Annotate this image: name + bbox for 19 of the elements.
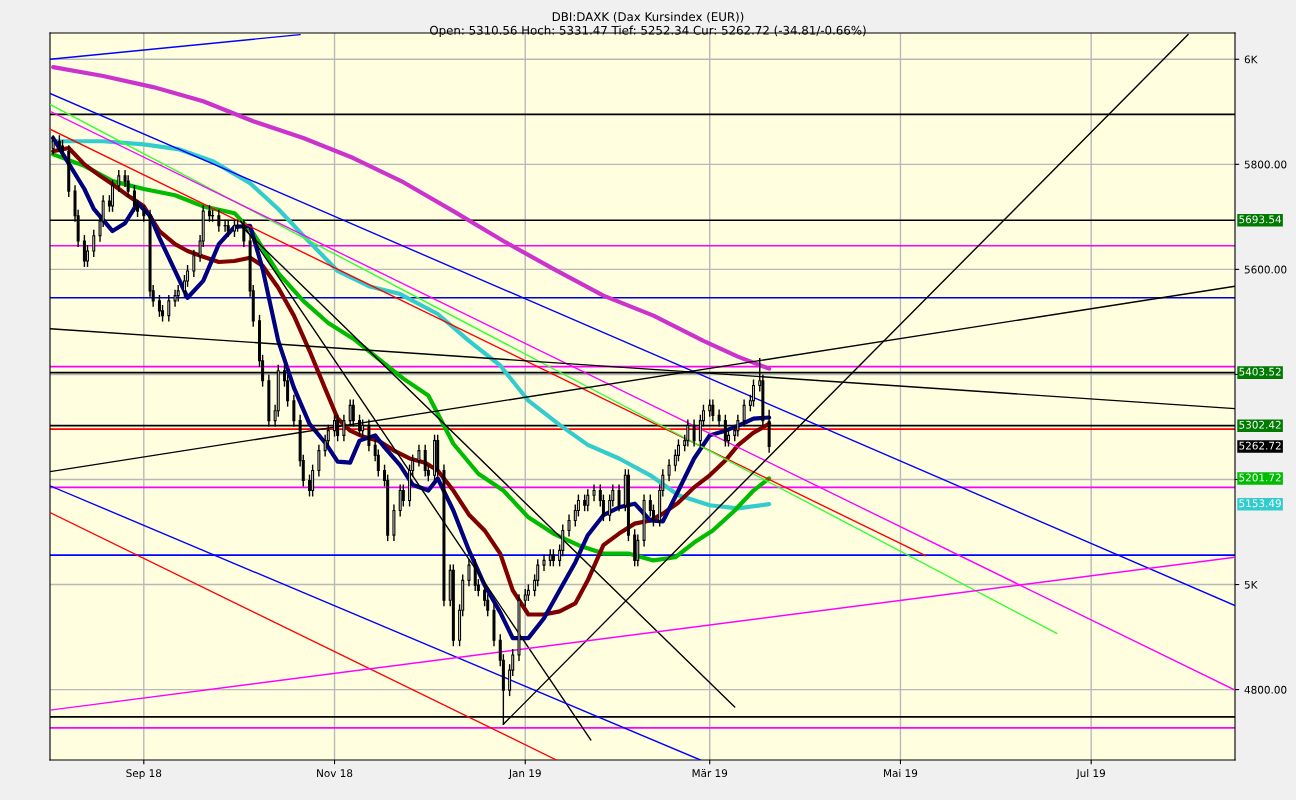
- y-tick-label: 5600.00: [1244, 265, 1287, 274]
- y-tick-label: 5800.00: [1244, 160, 1287, 169]
- ref-line-label: 5302.42: [1239, 420, 1281, 429]
- y-tick-label: 4800.00: [1244, 685, 1287, 694]
- text: 5262.72: [1239, 441, 1281, 450]
- x-tick-label: Jul 19: [1076, 769, 1106, 780]
- x-tick-label: Jan 19: [508, 769, 541, 780]
- chart-title: DBI:DAXK (Dax Kursindex (EUR)): [552, 12, 744, 23]
- ref-line-label: 5403.52: [1239, 367, 1281, 376]
- x-tick-label: Mai 19: [884, 769, 918, 778]
- x-tick-label: Sep 18: [126, 769, 162, 780]
- x-tick-label: Nov 18: [317, 769, 353, 778]
- x-tick-label: Mär 19: [692, 769, 728, 778]
- ref-line-label: 5693.54: [1239, 215, 1282, 224]
- y-tick-label: 6K: [1244, 55, 1258, 64]
- y-tick-label: 5K: [1244, 580, 1258, 589]
- text: 5201.72: [1239, 473, 1281, 482]
- text: 5153.49: [1239, 499, 1281, 508]
- chart-subtitle: Open: 5310.56 Hoch: 5331.47 Tief: 5252.34 Cur: 5262.72 (-34.81/-0.66%): [430, 25, 866, 38]
